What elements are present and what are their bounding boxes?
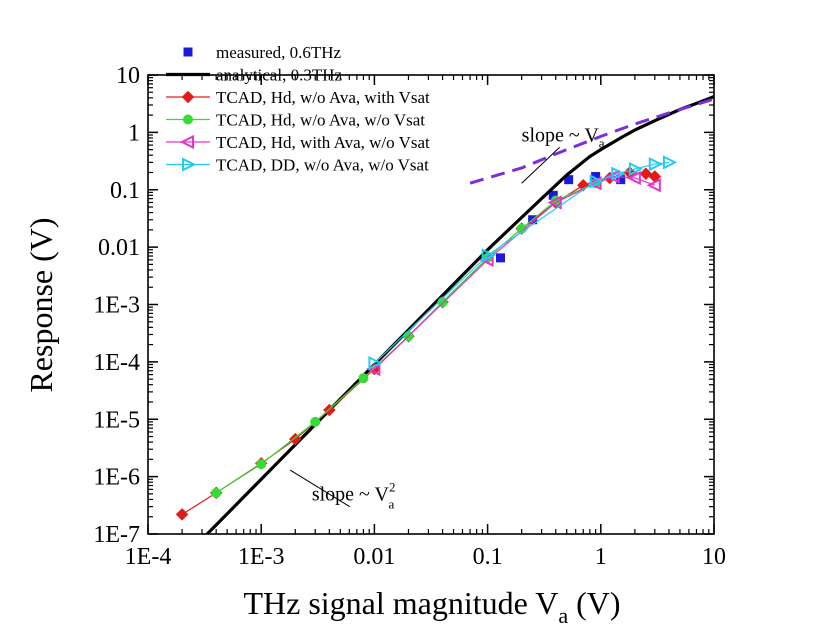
- series-tcad-hd-ava-point: [587, 176, 602, 191]
- x-tick-label: 1: [595, 544, 607, 570]
- legend-marker: [179, 134, 194, 150]
- series-tcad-hd-novsat-point: [310, 416, 321, 427]
- x-tick-label: 1E-3: [238, 544, 285, 570]
- series-tcad-dd-point: [628, 161, 644, 177]
- annotation-leader: [289, 469, 351, 508]
- annotation-slope-va2: slope ~ V2 a: [289, 469, 396, 512]
- series-measured-point: [564, 175, 574, 185]
- y-axis-title: Response (V): [23, 217, 59, 392]
- series-measured-point: [495, 253, 505, 263]
- series-tcad-hd-novsat-point: [516, 223, 527, 234]
- annotation-text-sub: a: [388, 497, 394, 512]
- x-axis-title: THz signal magnitude Va (V): [243, 585, 620, 628]
- annotation-text: slope ~ Va: [522, 124, 605, 150]
- series-tcad-dd-point: [648, 156, 664, 172]
- x-tick-label: 10: [702, 544, 726, 570]
- legend: measured, 0.6THz analytical, 0.3THz TCAD, …: [166, 43, 430, 175]
- annotation-text: slope ~ V2 a: [312, 480, 396, 512]
- legend-marker: [181, 90, 195, 104]
- legend-label: measured, 0.6THz: [216, 43, 342, 62]
- annotation-text-main: slope ~ V: [312, 484, 390, 506]
- legend-label: TCAD, Hd, w/o Ava, w/o Vsat: [216, 111, 425, 130]
- legend-item-tcad-hd-novsat: TCAD, Hd, w/o Ava, w/o Vsat: [166, 111, 425, 130]
- series-tcad-hd-ava: [366, 169, 661, 377]
- legend-label: TCAD, Hd, w/o Ava, with Vsat: [216, 88, 430, 107]
- y-tick-label: 0.01: [98, 235, 140, 261]
- legend-label: analytical, 0.3THz: [216, 66, 342, 85]
- legend-item-tcad-hd-ava: TCAD, Hd, with Ava, w/o Vsat: [166, 133, 430, 152]
- legend-item-tcad-dd: TCAD, DD, w/o Ava, w/o Vsat: [166, 156, 429, 175]
- series-tcad-hd-novsat-point: [358, 373, 369, 384]
- legend-item-tcad-hd-vsat: TCAD, Hd, w/o Ava, with Vsat: [166, 88, 430, 107]
- annotation-slope-va: slope ~ Va: [521, 124, 605, 184]
- series-tcad-hd-ava-point: [479, 252, 494, 267]
- series-tcad-hd-novsat-point: [437, 297, 448, 308]
- series-tcad-dd-line: [373, 161, 670, 364]
- legend-label: TCAD, Hd, with Ava, w/o Vsat: [216, 133, 430, 152]
- series-measured-point: [591, 172, 601, 182]
- y-tick-label: 1: [128, 120, 140, 146]
- annotation-text-sup: 2: [389, 480, 396, 495]
- y-tick-label: 1E-6: [93, 465, 140, 491]
- y-tick-label: 1E-4: [93, 350, 140, 376]
- y-tick-label: 1E-5: [93, 407, 140, 433]
- y-tick-label: 1E-3: [93, 293, 140, 319]
- x-axis-title-unit: (V): [568, 585, 620, 621]
- series-tcad-hd-ava-point: [646, 178, 661, 193]
- series-tcad-hd-ava-point: [626, 170, 641, 186]
- annotation-text-sub: a: [599, 135, 605, 150]
- series-tcad-hd-vsat-line: [181, 171, 655, 515]
- series-tcad-dd-point: [662, 155, 678, 170]
- series-analytical-line: [204, 95, 714, 534]
- series-slope-guide-line: [469, 97, 714, 185]
- series-tcad-hd-ava-point: [547, 195, 562, 210]
- series-slope-guide: [469, 97, 714, 185]
- series-tcad-hd-ava-line: [373, 175, 656, 370]
- series-tcad-hd-vsat-point: [289, 432, 302, 446]
- x-axis-title-main: THz signal magnitude V: [243, 585, 558, 621]
- series-measured-point: [616, 175, 626, 185]
- series-tcad-dd-point: [481, 248, 496, 263]
- legend-marker: [183, 47, 193, 57]
- annotation-leader: [521, 146, 561, 184]
- legend-item-analytical: analytical, 0.3THz: [166, 66, 342, 85]
- series-layer: [175, 95, 714, 534]
- series-tcad-hd-novsat-point: [211, 487, 222, 498]
- x-tick-label: 0.01: [353, 544, 395, 570]
- series-measured: [495, 172, 626, 263]
- series-tcad-dd-point: [611, 166, 626, 181]
- series-tcad-hd-vsat-point: [175, 508, 189, 521]
- legend-item-measured: measured, 0.6THz: [183, 43, 342, 62]
- series-analytical: [204, 95, 714, 534]
- series-tcad-dd-point: [589, 174, 604, 189]
- legend-marker: [183, 114, 193, 125]
- series-measured-point: [548, 190, 558, 200]
- x-tick-label: 0.1: [473, 544, 503, 570]
- annotation-text-main: slope ~ V: [522, 124, 600, 146]
- axis-ticks: 1E-4 1E-3 0.01 0.1 1 10 1E-7 1E-6 1E-5 1E-4 1E-3 0.…: [93, 63, 726, 570]
- legend-label: TCAD, DD, w/o Ava, w/o Vsat: [216, 156, 429, 175]
- y-tick-label: 1E-7: [93, 522, 140, 548]
- series-tcad-hd-vsat: [175, 166, 662, 521]
- x-tick-label: 1E-4: [125, 544, 172, 570]
- y-tick-label: 10: [116, 63, 140, 89]
- series-tcad-dd: [368, 155, 678, 371]
- series-tcad-dd-point: [368, 356, 383, 371]
- x-axis-title-sub: a: [558, 603, 568, 628]
- y-tick-label: 0.1: [110, 178, 140, 204]
- series-tcad-hd-novsat-point: [256, 459, 267, 470]
- legend-marker: [182, 157, 197, 172]
